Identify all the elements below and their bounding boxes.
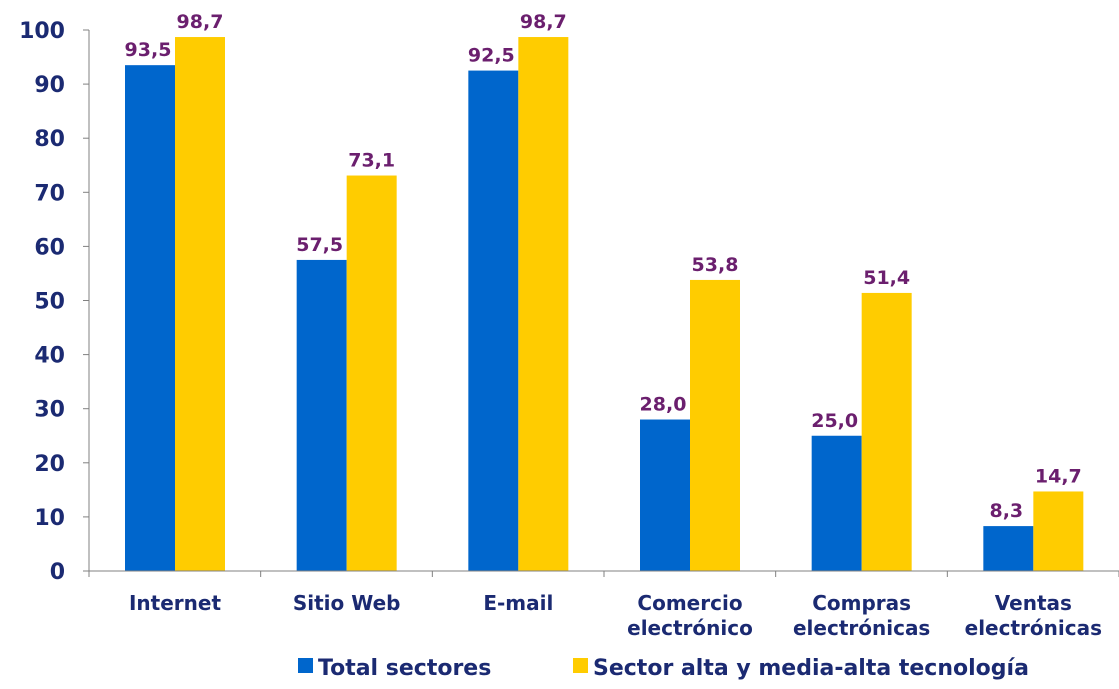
legend-swatch-0 [298, 658, 313, 673]
axes-group: 0 10 20 30 40 50 60 70 80 90 100 Internet Sitio Web E… [19, 19, 1119, 640]
x-category-label-3-0: Comercio [637, 591, 742, 615]
data-label-s0-c3: 28,0 [640, 394, 687, 416]
y-tick-label-2: 20 [34, 452, 65, 477]
legend-swatch-1 [573, 658, 588, 673]
bar-s1-c3 [690, 279, 740, 571]
y-tick-label-9: 90 [34, 73, 65, 98]
y-tick-label-1: 10 [34, 506, 65, 531]
y-tick-label-6: 60 [34, 235, 65, 260]
y-tick-label-10: 100 [19, 19, 65, 44]
legend-label-1: Sector alta y media-alta tecnología [593, 656, 1029, 681]
bar-s1-c2 [518, 37, 569, 571]
data-label-s1-c3: 53,8 [692, 254, 739, 276]
y-tick-label-3: 30 [34, 398, 65, 423]
bars-group [125, 37, 1084, 572]
x-category-label-2-0: E-mail [483, 591, 553, 615]
bar-s0-c3 [640, 419, 690, 571]
bar-s1-c5 [1033, 491, 1084, 571]
y-tick-label-4: 40 [34, 344, 65, 369]
bar-s1-c0 [175, 37, 225, 571]
y-tick-label-8: 80 [34, 127, 65, 152]
x-category-label-1-0: Sitio Web [293, 591, 401, 615]
data-label-s0-c4: 25,0 [811, 410, 858, 432]
bar-s0-c2 [468, 70, 519, 571]
data-label-s0-c5: 8,3 [989, 500, 1023, 522]
data-labels-group: 93,5 57,5 92,5 28,0 25,0 8,3 98,7 73,1 98,7 53,8 5… [125, 11, 1082, 522]
y-tick-label-5: 50 [34, 290, 65, 315]
bar-s1-c1 [346, 175, 397, 572]
data-label-s1-c5: 14,7 [1035, 465, 1082, 487]
x-category-label-0-0: Internet [129, 591, 221, 615]
bar-s0-c1 [296, 259, 347, 571]
bar-s0-c5 [983, 526, 1034, 571]
bar-s0-c4 [811, 435, 862, 571]
data-label-s1-c1: 73,1 [348, 150, 395, 172]
x-category-label-4-1: electrónicas [793, 616, 930, 640]
bar-s0-c0 [125, 65, 175, 571]
data-label-s1-c4: 51,4 [863, 267, 910, 289]
x-category-label-3-1: electrónico [627, 616, 753, 640]
x-category-label-5-1: electrónicas [965, 616, 1102, 640]
y-tick-label-7: 70 [34, 181, 65, 206]
x-category-label-5-0: Ventas [995, 591, 1072, 615]
data-label-s1-c0: 98,7 [177, 11, 224, 33]
data-label-s0-c2: 92,5 [468, 45, 515, 67]
data-label-s1-c2: 98,7 [520, 11, 567, 33]
data-label-s0-c1: 57,5 [296, 234, 343, 256]
y-tick-label-0: 0 [50, 560, 65, 585]
x-category-label-4-0: Compras [812, 591, 911, 615]
legend: Total sectores Sector alta y media-alta t… [298, 656, 1029, 681]
legend-label-0: Total sectores [318, 656, 491, 681]
bar-s1-c4 [861, 292, 912, 571]
data-label-s0-c0: 93,5 [125, 39, 172, 61]
